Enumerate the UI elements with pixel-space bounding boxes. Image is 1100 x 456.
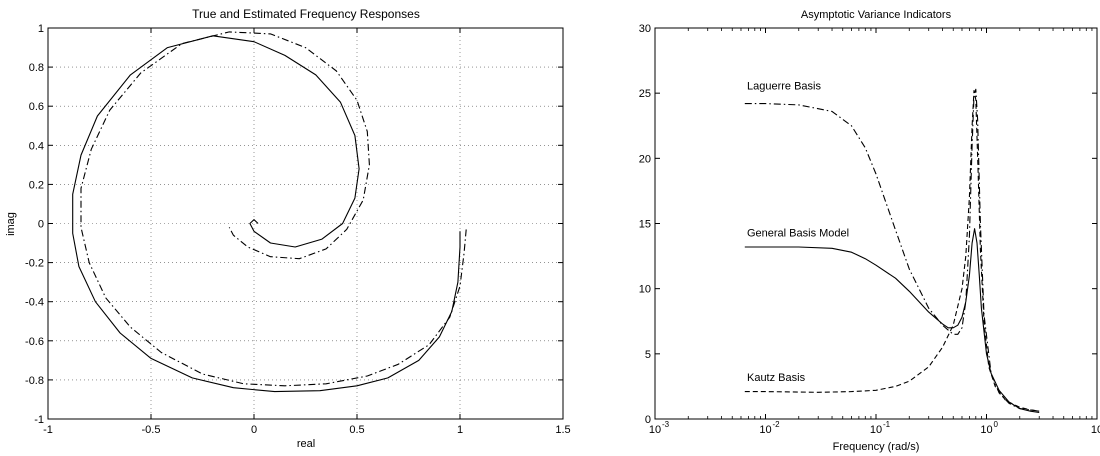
x-tick-label: 0.5 [349,424,364,436]
y-tick-label: 0.6 [29,101,44,113]
y-tick-label: 5 [645,349,651,361]
y-tick-label: -0.6 [25,336,44,348]
x-tick-exponent: -2 [773,420,781,429]
y-tick-label: 0 [645,414,651,426]
x-tick-label: 1.5 [555,424,570,436]
y-tick-label: 10 [639,284,651,296]
series-group [72,31,467,393]
x-tick-label: 0 [251,424,257,436]
x-tick-label: 10 [1091,424,1100,436]
series-line-dashed [744,90,1040,412]
y-tick-label: 0.8 [29,62,44,74]
y-tick-label: 20 [639,153,651,165]
series-line-solid [72,35,461,393]
y-tick-label: 30 [639,23,651,35]
x-tick-exponent: -3 [662,420,670,429]
series-line-solid [744,228,1040,414]
x-tick-label: 1 [457,424,463,436]
series-group [744,88,1040,414]
annotations: Laguerre Basis General Basis Model Kautz B… [747,80,849,384]
y-tick-label: -0.8 [25,375,44,387]
y-axis-label: imag [5,212,17,236]
y-tick-label: -0.2 [25,258,44,270]
chart-title: Asymptotic Variance Indicators [801,9,952,21]
variance-indicators-panel: Asymptotic Variance Indicators Laguerre … [639,9,1100,453]
y-tick-label: 0.2 [29,179,44,191]
y-axis-ticks: -1 -0.8 -0.6 -0.4 -0.2 0 0.2 0.4 0.6 0.8 1 [25,23,563,426]
y-tick-label: 1 [38,23,44,35]
x-tick-label: 10 [759,424,771,436]
series-annotation: Kautz Basis [747,372,806,384]
x-tick-label: -1 [43,424,53,436]
frequency-response-panel: True and Estimated Frequency Responses -… [5,7,571,450]
series-annotation: Laguerre Basis [747,80,821,92]
x-tick-label: -0.5 [142,424,161,436]
x-tick-label: 10 [980,424,992,436]
y-tick-label: -0.4 [25,297,44,309]
x-axis-ticks: -1 -0.5 0 0.5 1 1.5 [43,28,571,436]
y-tick-label: -1 [34,414,44,426]
plot-area [655,28,1097,419]
x-tick-exponent: 0 [994,420,999,429]
x-tick-label: 10 [870,424,882,436]
chart-title: True and Estimated Frequency Responses [192,7,420,21]
y-axis-ticks: 0 5 10 15 20 25 30 [639,23,1097,426]
x-axis-ticks: 10-310-210-1100101 [649,28,1100,436]
x-tick-exponent: -1 [883,420,891,429]
x-axis-label: Frequency (rad/s) [833,441,920,453]
y-tick-label: 0 [38,219,44,231]
y-tick-label: 25 [639,88,651,100]
series-annotation: General Basis Model [747,228,849,240]
x-axis-label: real [297,438,315,450]
plot-area [48,28,563,419]
y-tick-label: 0.4 [29,140,44,152]
x-tick-label: 10 [649,424,661,436]
y-tick-label: 15 [639,219,651,231]
